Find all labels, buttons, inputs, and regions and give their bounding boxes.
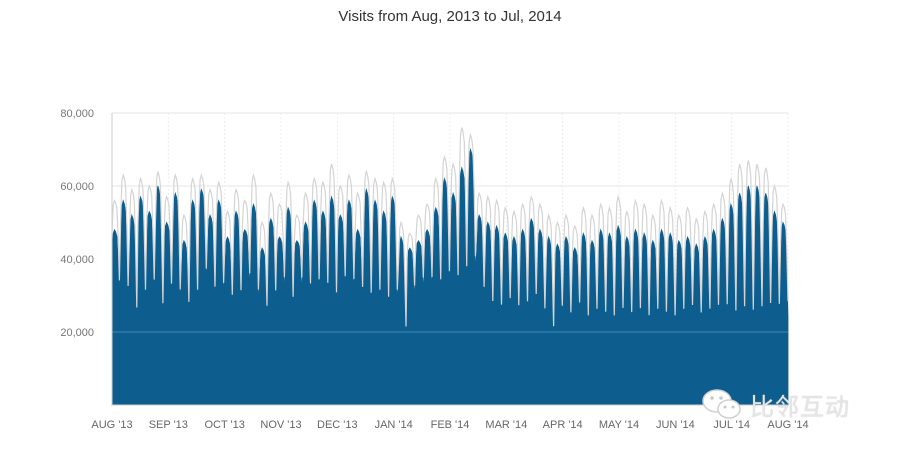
series-visits-area [111,147,789,406]
y-tick-label: 40,000 [60,254,94,266]
y-axis-ticks: 20,000 40,000 60,000 80,000 [60,108,94,339]
x-tick-label: FEB '14 [431,419,470,431]
y-tick-label: 60,000 [60,181,94,193]
chart-title: Visits from Aug, 2013 to Jul, 2014 [338,8,562,25]
x-tick-label: JUL '14 [713,419,750,431]
series-layer [111,127,789,406]
x-tick-label: MAY '14 [599,419,639,431]
x-axis-ticks: AUG '13 SEP '13 OCT '13 NOV '13 DEC '13 JAN '… [91,419,808,431]
watermark-text: 比邻互动 [750,392,850,421]
x-tick-label: DEC '13 [317,419,358,431]
watermark: 比邻互动 [700,384,850,424]
x-tick-label: OCT '13 [204,419,244,431]
y-tick-label: 20,000 [60,327,94,339]
x-tick-label: AUG '14 [767,419,808,431]
x-tick-label: JAN '14 [375,419,413,431]
x-tick-label: SEP '13 [149,419,188,431]
y-tick-label: 80,000 [60,108,94,120]
x-tick-label: AUG '13 [91,419,132,431]
x-tick-label: MAR '14 [485,419,527,431]
x-tick-label: NOV '13 [260,419,301,431]
axes [111,113,788,406]
x-tick-label: JUN '14 [656,419,695,431]
x-tick-label: APR '14 [543,419,583,431]
wechat-icon [702,389,741,419]
series-comparison-line [111,127,789,327]
